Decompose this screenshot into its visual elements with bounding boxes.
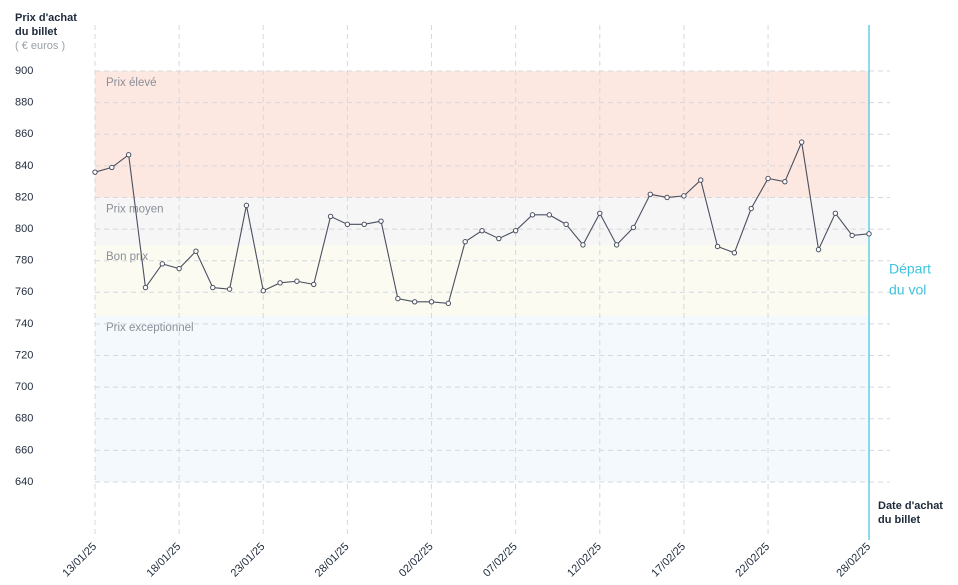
- y-tick-label: 740: [15, 318, 33, 330]
- x-tick-label: 28/02/25: [834, 541, 873, 580]
- price-point: [462, 239, 468, 245]
- band-label: Prix moyen: [106, 203, 164, 215]
- price-point: [361, 221, 367, 228]
- price-point: [630, 224, 637, 231]
- y-tick-label: 660: [15, 444, 33, 456]
- price-point: [849, 232, 855, 239]
- price-point: [866, 231, 872, 237]
- price-point: [832, 210, 839, 216]
- band-label: Prix exceptionnel: [106, 322, 194, 334]
- x-tick-label: 17/02/25: [649, 541, 688, 580]
- departure-label: du vol: [889, 282, 926, 298]
- price-point: [580, 242, 586, 248]
- price-point: [445, 300, 452, 307]
- price-point: [647, 191, 653, 198]
- price-point: [714, 243, 721, 250]
- y-tick-label: 800: [15, 223, 33, 235]
- y-tick-label: 860: [15, 128, 33, 140]
- price-point: [479, 227, 485, 234]
- price-point: [395, 295, 401, 302]
- price-point: [327, 213, 334, 220]
- price-point: [210, 284, 216, 291]
- price-point: [512, 227, 519, 234]
- price-point: [782, 178, 788, 185]
- y-tick-label: 640: [15, 476, 33, 488]
- price-point: [613, 242, 620, 248]
- price-point: [731, 250, 738, 256]
- y-axis-title: Prix d'achat: [15, 12, 77, 24]
- price-point: [260, 288, 266, 294]
- x-tick-label: 23/01/25: [229, 541, 268, 580]
- departure-label: Départ: [889, 261, 931, 277]
- price-point: [193, 248, 199, 254]
- price-point: [159, 261, 166, 267]
- x-tick-label: 12/02/25: [565, 541, 604, 580]
- price-point: [597, 210, 603, 216]
- y-tick-label: 900: [15, 65, 33, 77]
- price-point: [698, 177, 704, 183]
- price-point: [765, 175, 771, 182]
- price-point: [496, 235, 502, 242]
- band-label: Prix élevé: [106, 77, 157, 89]
- y-axis-title: du billet: [15, 26, 58, 38]
- y-tick-label: 760: [15, 286, 33, 298]
- price-point: [109, 164, 115, 171]
- y-tick-label: 780: [15, 255, 33, 267]
- y-tick-label: 700: [15, 381, 33, 393]
- price-band: [95, 316, 869, 482]
- price-point: [277, 280, 283, 286]
- price-point: [529, 212, 536, 218]
- y-tick-label: 820: [15, 191, 33, 203]
- x-tick-label: 07/02/25: [481, 541, 520, 580]
- price-point: [748, 205, 754, 212]
- price-point: [226, 286, 233, 292]
- y-tick-label: 840: [15, 160, 33, 172]
- price-point: [92, 169, 98, 175]
- price-point: [125, 152, 132, 158]
- x-tick-label: 28/01/25: [313, 541, 352, 580]
- price-point: [294, 278, 300, 284]
- price-band: [95, 244, 869, 317]
- price-point: [378, 218, 384, 224]
- x-axis-title: du billet: [878, 514, 921, 526]
- y-tick-label: 880: [15, 97, 33, 109]
- y-axis-unit: ( € euros ): [15, 40, 65, 52]
- y-tick-label: 720: [15, 349, 33, 361]
- band-label: Bon prix: [106, 251, 148, 263]
- x-tick-label: 18/01/25: [145, 541, 184, 580]
- price-point: [142, 284, 149, 291]
- price-point: [563, 221, 569, 228]
- price-point: [664, 194, 670, 201]
- price-point: [428, 299, 435, 305]
- x-axis-title: Date d'achat: [878, 500, 943, 512]
- price-point: [546, 212, 553, 218]
- price-point: [344, 221, 351, 228]
- x-tick-label: 13/01/25: [60, 541, 99, 580]
- x-tick-label: 22/02/25: [733, 541, 772, 580]
- x-tick-label: 02/02/25: [397, 541, 436, 580]
- price-point: [411, 299, 418, 305]
- price-point: [311, 281, 317, 288]
- price-point: [798, 139, 805, 145]
- price-point: [176, 265, 182, 272]
- y-tick-label: 680: [15, 413, 33, 425]
- price-point: [681, 193, 687, 199]
- price-point: [815, 246, 822, 253]
- price-point: [243, 202, 250, 209]
